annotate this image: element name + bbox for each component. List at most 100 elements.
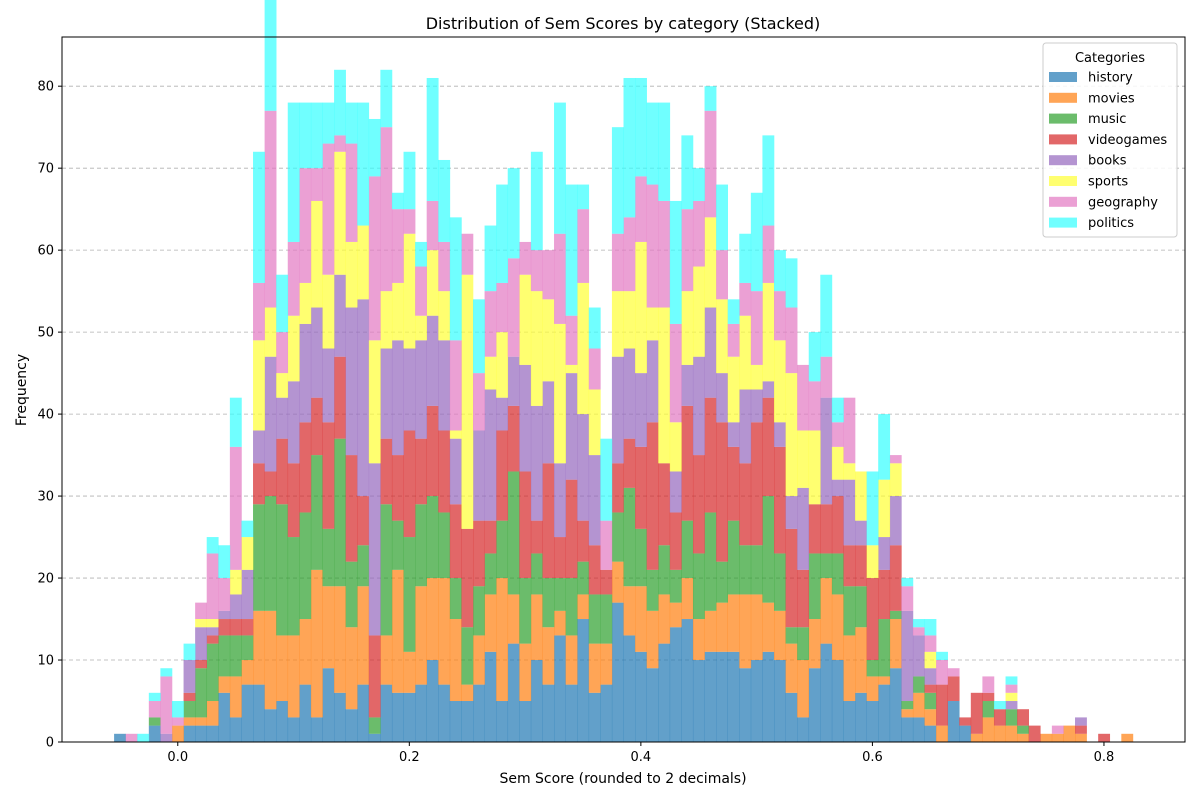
bar-books — [739, 389, 752, 464]
bar-sports — [368, 340, 381, 464]
bar-movies — [1040, 733, 1053, 742]
bar-videogames — [1028, 725, 1041, 742]
bar-geography — [264, 110, 277, 308]
bar-geography — [588, 348, 601, 390]
bar-sports — [692, 266, 705, 357]
bar-books — [276, 397, 289, 439]
bar-sports — [855, 471, 867, 521]
bar-movies — [681, 578, 694, 620]
bar-politics — [554, 102, 566, 234]
bar-geography — [936, 660, 948, 685]
bar-history — [507, 643, 520, 742]
bar-politics — [716, 184, 728, 251]
bar-history — [866, 701, 879, 742]
bar-history — [195, 725, 208, 742]
bar-history — [229, 717, 242, 742]
bar-movies — [345, 627, 358, 710]
bar-videogames — [530, 520, 543, 554]
bar-politics — [415, 241, 427, 267]
bar-movies — [415, 586, 427, 685]
bar-movies — [936, 725, 948, 742]
bar-videogames — [936, 684, 948, 726]
bar-sports — [438, 291, 451, 341]
bar-history — [276, 701, 289, 742]
bar-videogames — [739, 463, 752, 546]
bar-books — [855, 520, 867, 546]
bar-movies — [843, 635, 856, 702]
bar-books — [565, 373, 578, 480]
bar-politics — [912, 619, 925, 628]
bar-history — [692, 660, 705, 742]
bar-geography — [415, 266, 427, 316]
bar-politics — [600, 438, 613, 521]
legend-label-books: books — [1088, 154, 1127, 169]
bar-books — [820, 397, 833, 505]
bar-politics — [218, 545, 231, 579]
bar-sports — [797, 430, 810, 488]
bar-books — [496, 397, 509, 431]
bar-videogames — [959, 717, 972, 726]
bar-history — [658, 643, 671, 742]
bar-geography — [403, 209, 416, 234]
bar-books — [160, 733, 173, 742]
legend-swatch-geography — [1049, 196, 1077, 207]
bar-politics — [357, 102, 370, 226]
bar-movies — [1121, 733, 1134, 742]
bar-books — [762, 381, 775, 398]
bar-music — [588, 594, 601, 644]
bar-movies — [403, 651, 416, 693]
legend-swatch-videogames — [1049, 134, 1077, 145]
legend-swatch-politics — [1049, 217, 1077, 228]
bar-history — [461, 701, 474, 742]
bar-sports — [808, 430, 821, 505]
bar-politics — [472, 299, 485, 374]
bar-books — [403, 348, 416, 431]
bar-geography — [704, 110, 717, 218]
bar-videogames — [403, 430, 416, 538]
bar-movies — [646, 610, 659, 669]
bar-movies — [1005, 725, 1018, 742]
bar-movies — [762, 602, 775, 652]
bar-music — [449, 578, 462, 620]
bar-geography — [611, 233, 624, 292]
bar-history — [959, 725, 972, 742]
bar-history — [669, 627, 682, 742]
bar-music — [380, 504, 393, 636]
bar-videogames — [276, 438, 289, 505]
bar-movies — [855, 627, 867, 693]
bar-history — [912, 717, 925, 742]
bar-history — [878, 684, 891, 742]
bar-history — [542, 684, 555, 742]
bar-sports — [391, 282, 404, 341]
bar-politics — [681, 135, 694, 210]
bar-videogames — [750, 422, 763, 546]
bar-history — [449, 701, 462, 742]
bar-movies — [820, 578, 833, 644]
bar-videogames — [218, 619, 231, 636]
bar-books — [623, 348, 636, 439]
x-tick-label: 0.4 — [631, 750, 652, 765]
bar-books — [472, 430, 485, 521]
bar-sports — [530, 291, 543, 406]
bar-sports — [241, 537, 254, 570]
bar-politics — [334, 69, 346, 136]
bar-music — [391, 520, 404, 570]
bar-music — [241, 635, 254, 661]
bar-politics — [299, 102, 312, 169]
bar-politics — [368, 118, 381, 177]
bar-music — [681, 520, 694, 579]
legend-label-movies: movies — [1088, 91, 1135, 106]
bar-movies — [426, 578, 439, 661]
x-tick-label: 0.6 — [862, 750, 883, 765]
bar-history — [623, 635, 636, 742]
bar-sports — [611, 291, 624, 357]
bar-videogames — [357, 496, 370, 546]
bar-sports — [669, 422, 682, 472]
bar-books — [299, 323, 312, 423]
bar-movies — [750, 594, 763, 661]
bar-books — [577, 414, 590, 521]
bar-movies — [276, 635, 289, 702]
bar-history — [368, 733, 381, 742]
y-tick-label: 0 — [46, 736, 54, 751]
